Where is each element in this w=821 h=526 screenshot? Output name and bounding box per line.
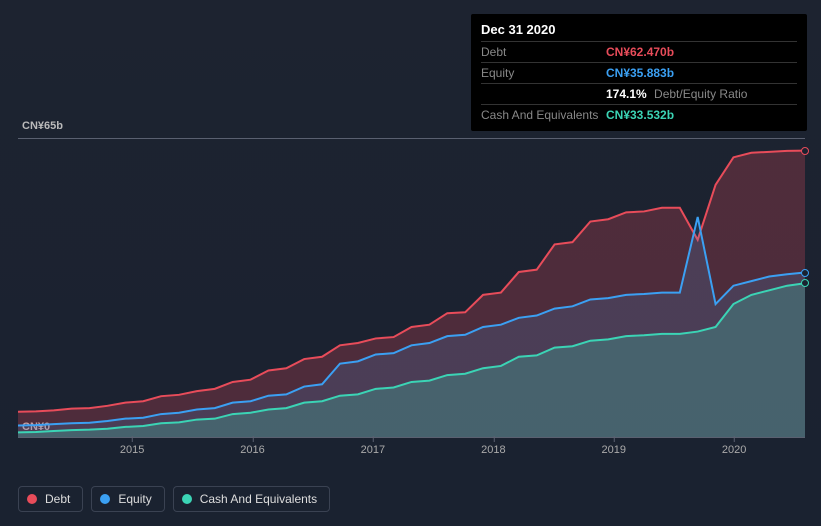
series-end-marker xyxy=(801,269,809,277)
tooltip-row-cash: Cash And Equivalents CN¥33.532b xyxy=(481,104,797,125)
chart-plot-area[interactable] xyxy=(18,138,805,438)
tooltip-row-debt: Debt CN¥62.470b xyxy=(481,41,797,62)
tooltip-date: Dec 31 2020 xyxy=(481,20,797,41)
y-axis-top-label: CN¥65b xyxy=(22,120,63,132)
tooltip-label xyxy=(481,87,606,101)
legend-item[interactable]: Debt xyxy=(18,486,83,512)
legend-label: Debt xyxy=(45,492,70,506)
tooltip-ratio-label: Debt/Equity Ratio xyxy=(654,87,747,101)
tooltip-value: CN¥35.883b xyxy=(606,66,674,80)
legend-dot-icon xyxy=(182,494,192,504)
legend-label: Cash And Equivalents xyxy=(200,492,317,506)
legend-dot-icon xyxy=(27,494,37,504)
x-axis-tick: 2020 xyxy=(722,444,746,456)
tooltip-row-equity: Equity CN¥35.883b xyxy=(481,62,797,83)
x-axis-tick: 2019 xyxy=(602,444,626,456)
legend-item[interactable]: Cash And Equivalents xyxy=(173,486,330,512)
chart-legend: Debt Equity Cash And Equivalents xyxy=(18,486,330,512)
tooltip-value: CN¥33.532b xyxy=(606,108,674,122)
x-axis-tick: 2016 xyxy=(240,444,264,456)
tooltip-row-ratio: 174.1% Debt/Equity Ratio xyxy=(481,83,797,104)
x-axis-tick: 2015 xyxy=(120,444,144,456)
tooltip-label: Equity xyxy=(481,66,606,80)
x-axis-tick: 2017 xyxy=(361,444,385,456)
legend-dot-icon xyxy=(100,494,110,504)
x-axis-tick: 2018 xyxy=(481,444,505,456)
series-end-marker xyxy=(801,279,809,287)
tooltip-label: Debt xyxy=(481,45,606,59)
legend-label: Equity xyxy=(118,492,151,506)
chart-svg xyxy=(18,139,805,437)
chart-tooltip: Dec 31 2020 Debt CN¥62.470b Equity CN¥35… xyxy=(471,14,807,131)
legend-item[interactable]: Equity xyxy=(91,486,164,512)
tooltip-label: Cash And Equivalents xyxy=(481,108,606,122)
tooltip-value: CN¥62.470b xyxy=(606,45,674,59)
tooltip-ratio-value: 174.1% xyxy=(606,87,647,101)
series-end-marker xyxy=(801,147,809,155)
x-axis: 2015 2016 2017 2018 2019 2020 xyxy=(18,444,805,464)
